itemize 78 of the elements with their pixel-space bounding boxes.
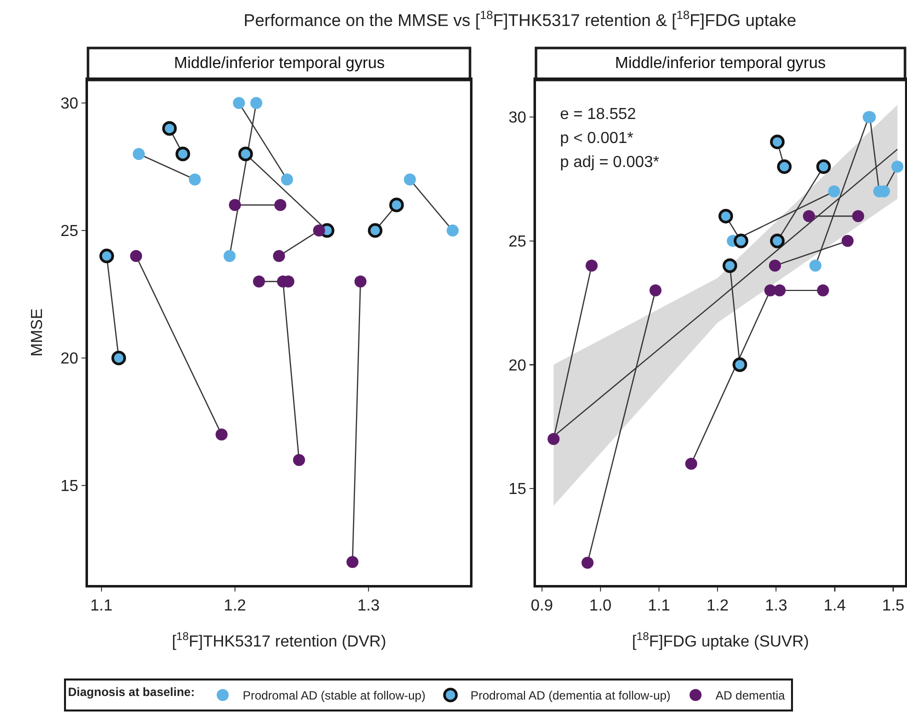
point bbox=[368, 223, 382, 238]
point bbox=[852, 210, 864, 222]
point bbox=[232, 96, 245, 109]
x-axis-title: [$^{18}$F]FDG uptake (SUVR) bbox=[632, 630, 809, 651]
y-tick-label: 20 bbox=[508, 357, 526, 374]
point bbox=[777, 159, 792, 174]
point bbox=[842, 234, 854, 247]
point bbox=[828, 185, 840, 198]
point bbox=[389, 198, 404, 212]
y-tick-label: 15 bbox=[508, 481, 526, 498]
x-tick-label: 1.4 bbox=[824, 598, 846, 615]
point bbox=[346, 556, 358, 568]
x-tick-label: 1.1 bbox=[648, 598, 670, 615]
y-tick-label: 20 bbox=[60, 350, 78, 368]
point bbox=[224, 250, 236, 262]
point bbox=[770, 234, 785, 248]
point bbox=[130, 250, 142, 262]
point bbox=[228, 198, 241, 211]
point bbox=[111, 350, 126, 366]
point bbox=[132, 148, 145, 160]
x-tick-label: 1.3 bbox=[765, 598, 788, 615]
legend-label: AD dementia bbox=[716, 688, 786, 703]
point bbox=[817, 284, 829, 296]
x-tick-label: 0.9 bbox=[530, 598, 554, 615]
legend-title: Diagnosis at baseline: bbox=[68, 685, 195, 700]
point bbox=[238, 146, 253, 162]
point bbox=[685, 458, 698, 470]
y-tick-label: 25 bbox=[508, 234, 526, 251]
point bbox=[548, 432, 560, 445]
point bbox=[582, 556, 594, 569]
point bbox=[734, 234, 748, 248]
point bbox=[774, 284, 786, 296]
point bbox=[252, 275, 265, 288]
point bbox=[809, 260, 822, 272]
point bbox=[281, 173, 294, 186]
x-tick-label: 1.2 bbox=[706, 598, 729, 615]
x-tick-label: 1.0 bbox=[589, 598, 612, 615]
point bbox=[250, 96, 262, 109]
point bbox=[816, 159, 831, 174]
annotation: p < 0.001* bbox=[560, 130, 634, 147]
point bbox=[216, 428, 228, 441]
chart-subtitle: Middle/inferior temporal gyrus bbox=[174, 55, 385, 72]
point bbox=[722, 258, 738, 273]
point bbox=[802, 210, 815, 222]
point bbox=[162, 121, 177, 136]
point bbox=[768, 260, 781, 272]
chart-subtitle: Middle/inferior temporal gyrus bbox=[615, 55, 826, 72]
x-axis-title: [$^{18}$F]THK5317 retention (DVR) bbox=[172, 630, 386, 651]
point bbox=[649, 284, 662, 296]
point bbox=[273, 250, 285, 262]
point bbox=[404, 173, 416, 186]
point bbox=[188, 173, 201, 186]
legend-label: Prodromal AD (stable at follow-up) bbox=[242, 688, 426, 703]
point bbox=[354, 275, 366, 288]
point bbox=[293, 454, 306, 466]
point bbox=[99, 248, 114, 264]
annotation: e = 18.552 bbox=[560, 106, 636, 123]
y-tick-label: 25 bbox=[60, 223, 78, 240]
y-tick-label: 30 bbox=[508, 110, 526, 127]
x-tick-label: 1.1 bbox=[90, 598, 113, 615]
x-tick-label: 1.2 bbox=[224, 598, 246, 615]
point bbox=[176, 146, 190, 162]
point bbox=[586, 260, 598, 272]
chart-title: Performance on the MMSE vs [$^{18}$F]THK5317 retention & [$^{18}$F]FDG uptake bbox=[244, 8, 796, 30]
point bbox=[446, 224, 459, 236]
y-axis-title: MMSE bbox=[29, 308, 46, 356]
point bbox=[313, 224, 326, 236]
point bbox=[891, 160, 904, 173]
y-tick-label: 30 bbox=[60, 96, 78, 113]
y-tick-label: 15 bbox=[60, 478, 78, 496]
annotation: p adj = 0.003* bbox=[560, 154, 660, 171]
point bbox=[274, 198, 286, 211]
point bbox=[732, 357, 748, 372]
point bbox=[718, 208, 734, 224]
point bbox=[770, 134, 785, 150]
x-tick-label: 1.3 bbox=[357, 598, 380, 615]
x-tick-label: 1.5 bbox=[882, 598, 905, 615]
legend-label: Prodromal AD (dementia at follow-up) bbox=[470, 688, 671, 703]
